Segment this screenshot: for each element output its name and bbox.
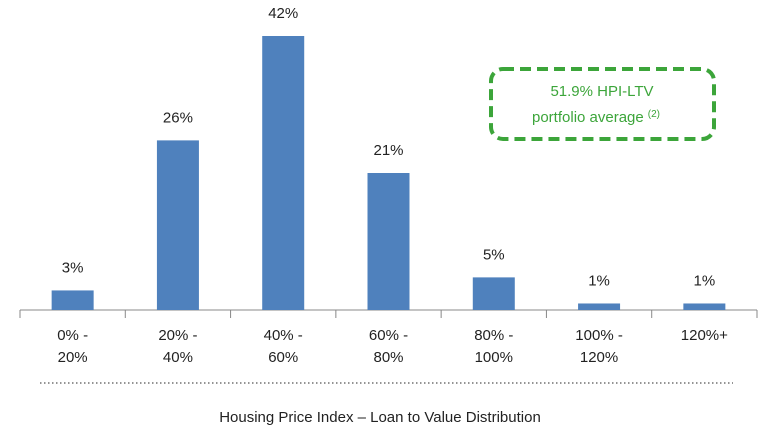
annotation-box: [489, 67, 716, 141]
x-tick-label: 80% - 100%: [474, 327, 514, 366]
x-tick-label: 20% - 40%: [158, 327, 198, 366]
annotation-footnote: (2): [648, 109, 660, 120]
annotation-line: portfolio average: [532, 109, 644, 126]
x-tick-label: 100% - 120%: [575, 327, 623, 366]
bar: [472, 277, 515, 310]
bar: [683, 303, 726, 310]
data-label: 42%: [268, 5, 298, 22]
data-label: 21%: [373, 142, 403, 159]
data-label: 26%: [163, 109, 193, 126]
x-tick-label: 120%+: [680, 327, 728, 344]
chart-title: Housing Price Index – Loan to Value Dist…: [219, 409, 541, 426]
annotation-text: 51.9% HPI-LTV: [550, 83, 653, 100]
data-label: 5%: [483, 246, 505, 263]
bar: [51, 290, 94, 310]
bar: [262, 36, 305, 310]
bar: [367, 173, 410, 310]
data-label: 1%: [694, 272, 716, 289]
x-tick-label: 60% - 80%: [368, 327, 409, 366]
bar: [578, 303, 621, 310]
data-label: 1%: [588, 272, 610, 289]
x-tick-label: 40% - 60%: [263, 327, 303, 366]
x-tick-label: 0% - 20%: [57, 327, 89, 366]
annotation-text: portfolio average (2): [532, 109, 660, 126]
bar: [156, 140, 199, 310]
data-label: 3%: [62, 259, 84, 276]
